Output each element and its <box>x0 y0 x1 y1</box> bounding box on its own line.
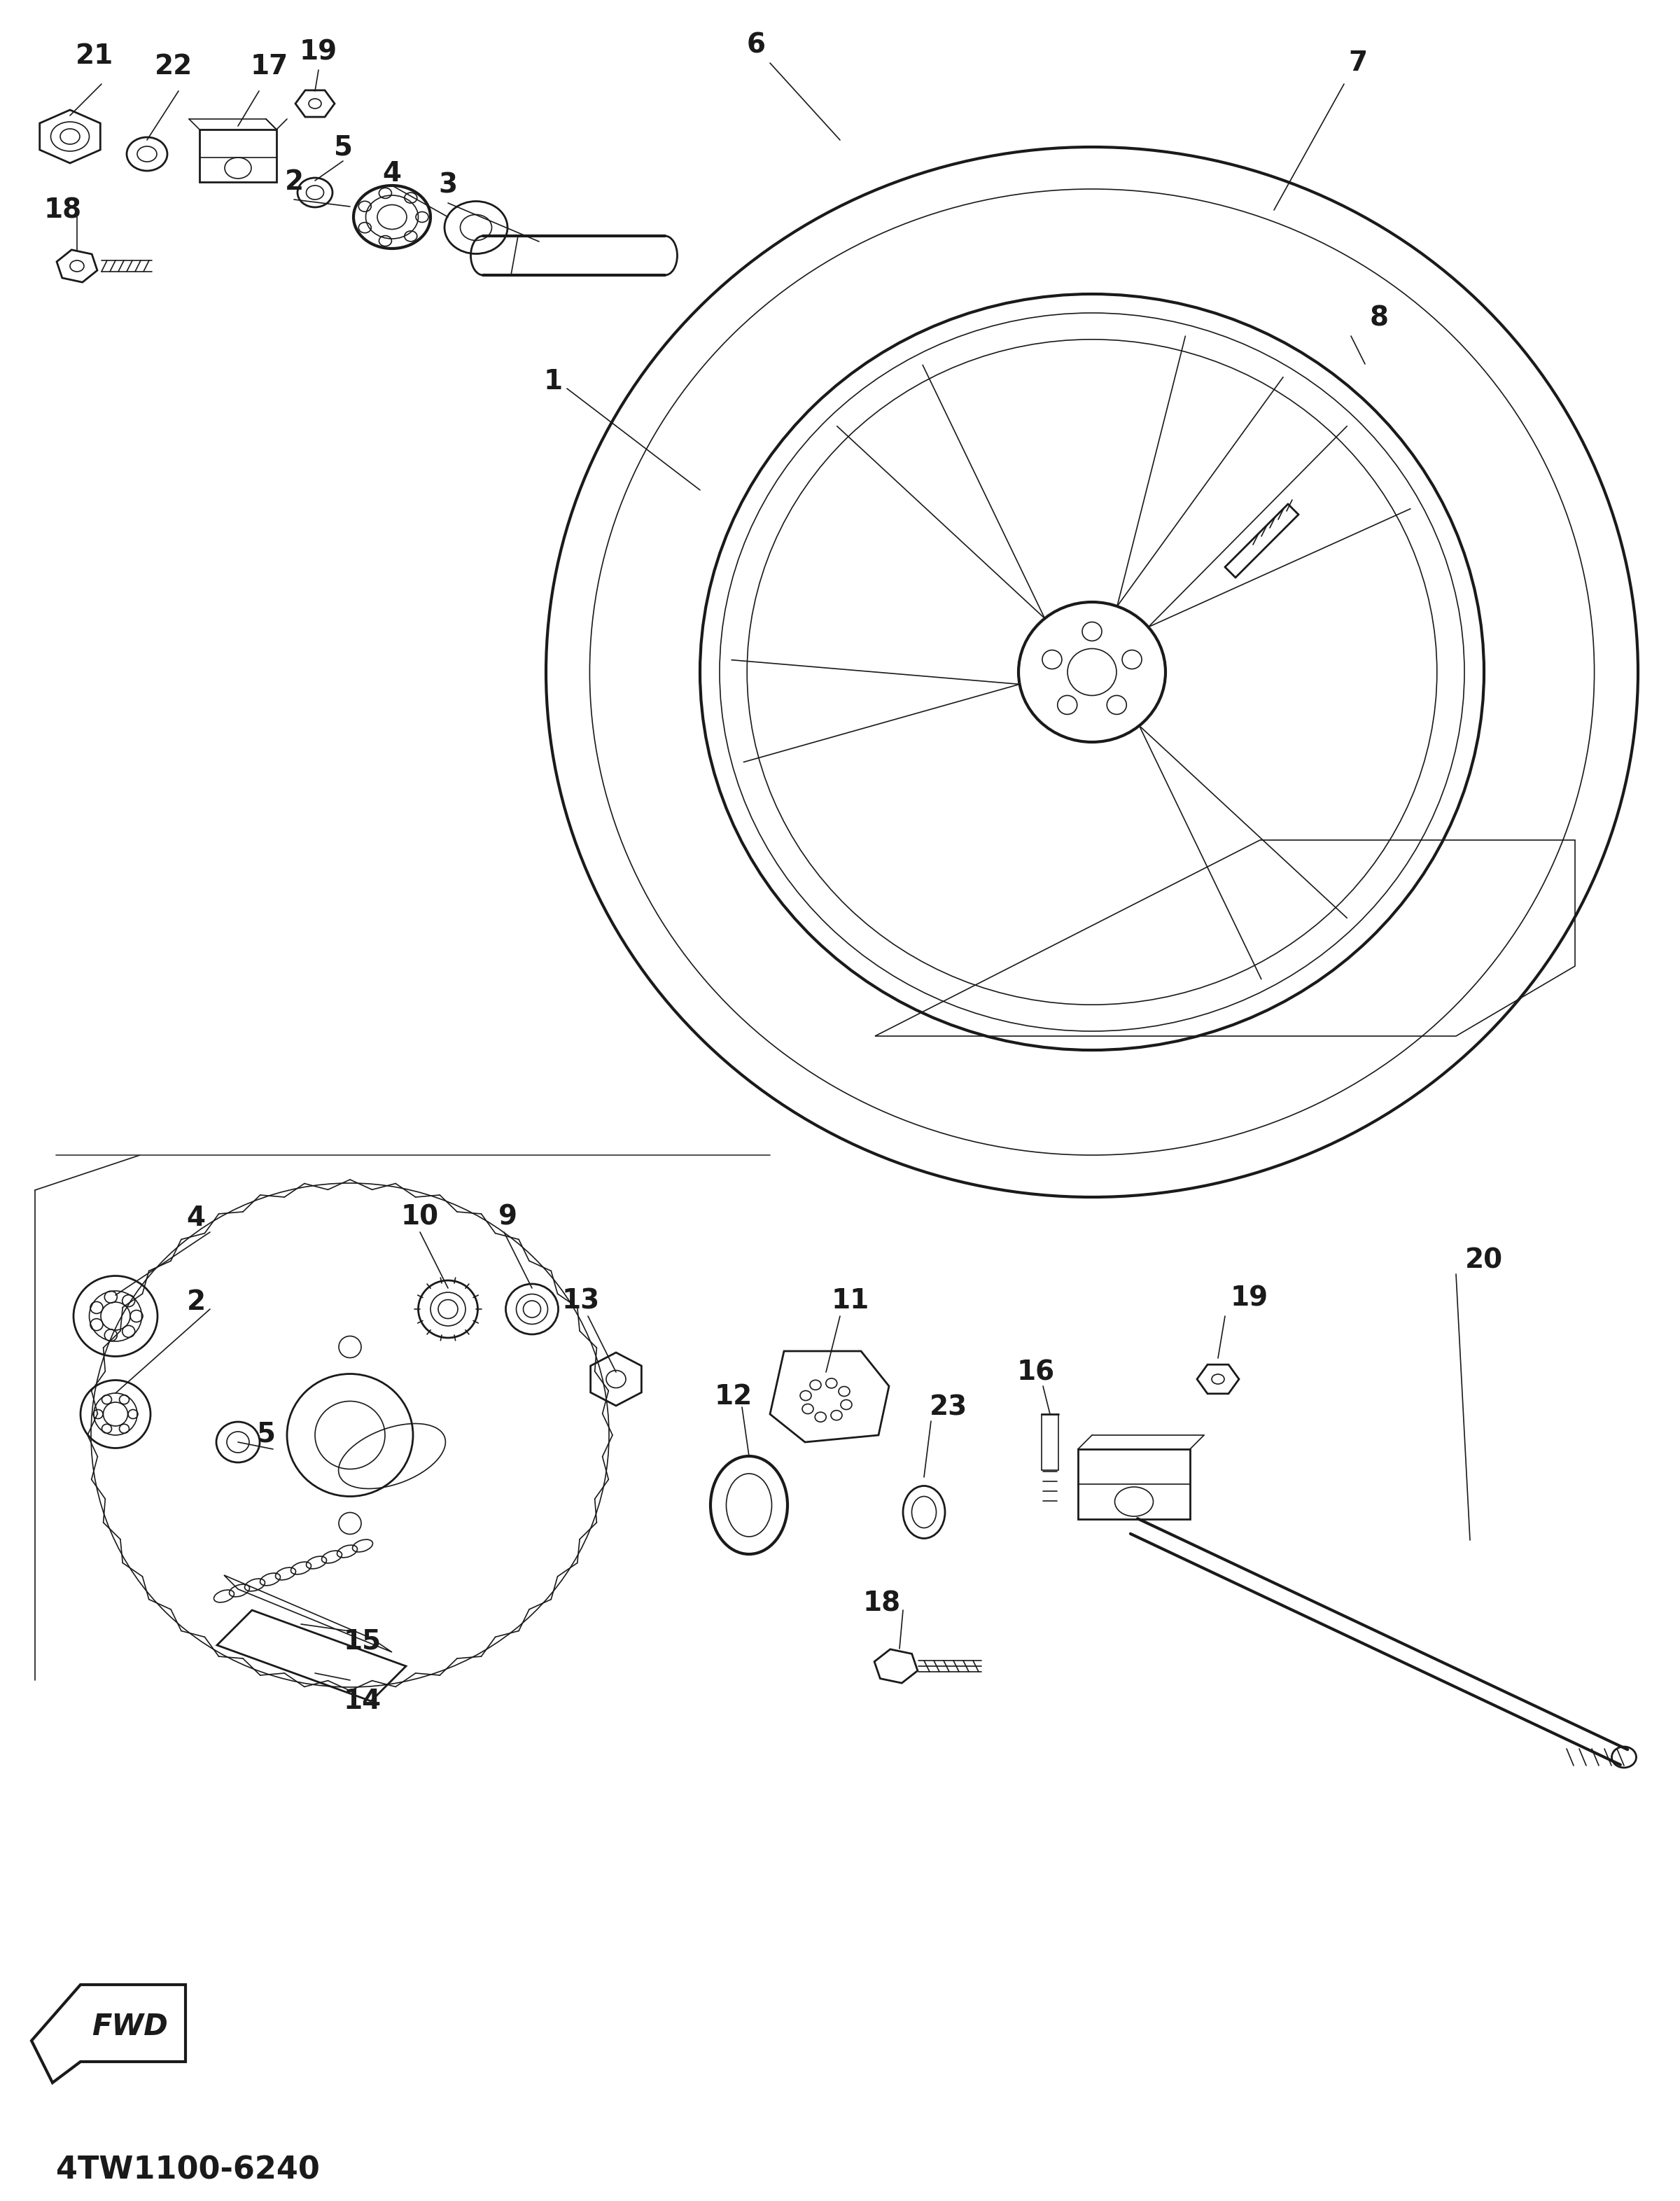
Text: 21: 21 <box>76 42 114 68</box>
Text: 18: 18 <box>864 1589 900 1616</box>
Text: 22: 22 <box>155 53 193 79</box>
Text: 12: 12 <box>714 1382 753 1411</box>
Text: 3: 3 <box>438 172 457 198</box>
Text: 10: 10 <box>402 1204 438 1230</box>
Text: 19: 19 <box>1230 1285 1268 1312</box>
Text: 2: 2 <box>284 169 304 196</box>
Text: 4: 4 <box>383 161 402 187</box>
Text: 14: 14 <box>344 1688 381 1715</box>
Text: 5: 5 <box>334 134 353 161</box>
Text: 9: 9 <box>497 1204 517 1230</box>
Text: 7: 7 <box>1349 51 1368 77</box>
Text: 6: 6 <box>746 33 766 59</box>
Text: 4TW1100-6240: 4TW1100-6240 <box>55 2155 319 2186</box>
Text: 23: 23 <box>929 1393 968 1420</box>
Text: 5: 5 <box>257 1420 276 1446</box>
Text: 2: 2 <box>186 1290 205 1316</box>
Text: 4: 4 <box>186 1204 205 1230</box>
Text: 11: 11 <box>832 1288 870 1314</box>
Text: 19: 19 <box>299 40 338 66</box>
Text: 15: 15 <box>344 1629 381 1655</box>
Text: 13: 13 <box>563 1288 600 1314</box>
Text: 18: 18 <box>44 196 82 222</box>
Text: 8: 8 <box>1369 306 1388 332</box>
Text: 16: 16 <box>1016 1358 1055 1384</box>
Text: 1: 1 <box>544 368 563 394</box>
Text: 17: 17 <box>250 53 289 79</box>
Text: FWD: FWD <box>91 2012 168 2040</box>
Text: 20: 20 <box>1465 1246 1504 1274</box>
